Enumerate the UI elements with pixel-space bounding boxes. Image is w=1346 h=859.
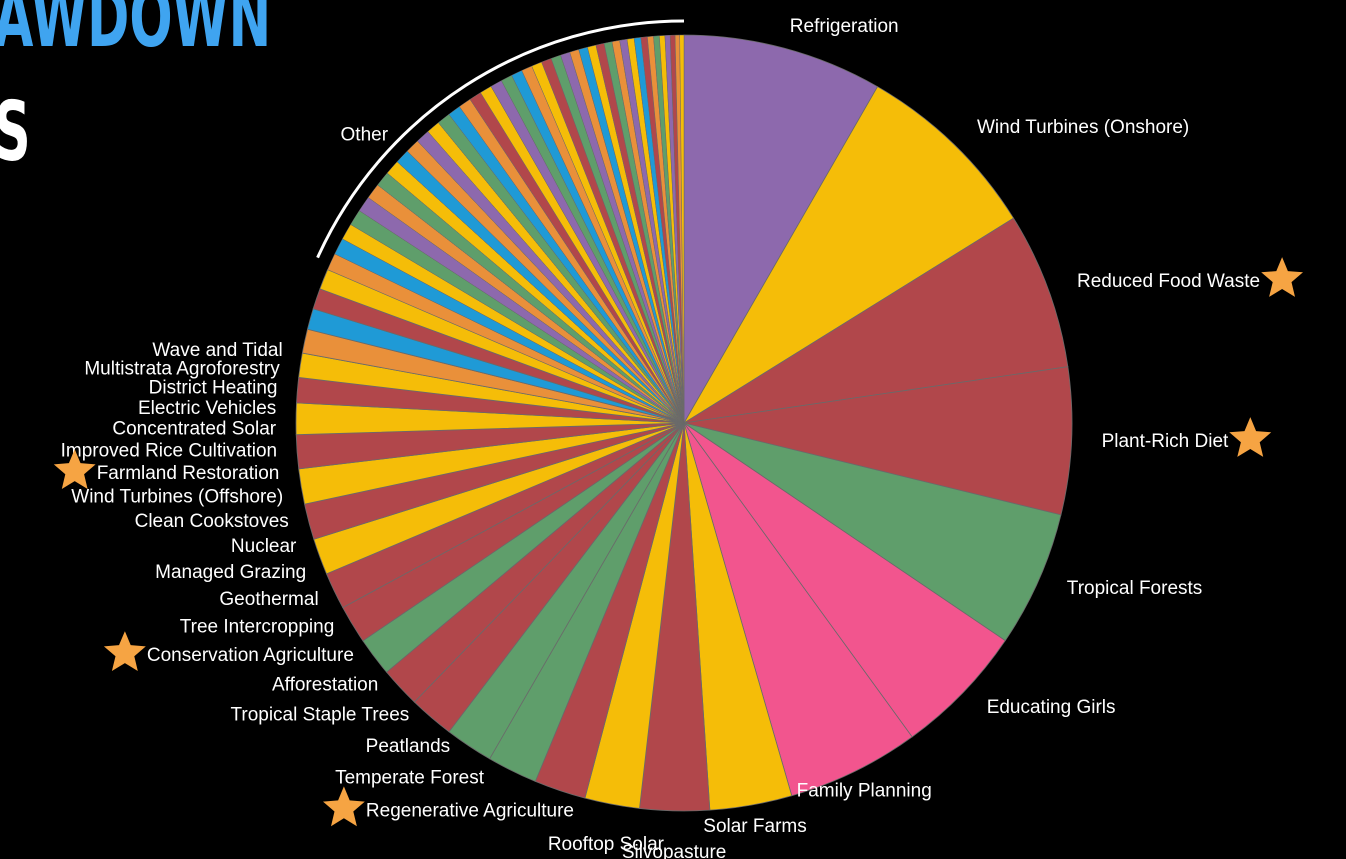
slice-label-wave-and-tidal: Wave and Tidal: [152, 340, 282, 361]
slice-label-improved-rice-cultivation: Improved Rice Cultivation: [61, 441, 277, 462]
star-icon-farmland-restoration: [53, 449, 96, 489]
slice-label-geothermal: Geothermal: [219, 589, 318, 610]
page-title-fragment-2: S: [0, 92, 31, 174]
slice-label-wind-turbines-onshore: Wind Turbines (Onshore): [977, 117, 1189, 138]
slice-label-regenerative-agriculture: Regenerative Agriculture: [366, 800, 574, 821]
pie-slice-educating-girls: [683, 422, 1006, 738]
slice-label-electric-vehicles: Electric Vehicles: [138, 398, 276, 419]
star-icon-plant-rich-diet: [1229, 417, 1272, 457]
slice-label-nuclear: Nuclear: [231, 536, 297, 557]
slice-label-conservation-agriculture: Conservation Agriculture: [147, 645, 354, 666]
slice-label-rooftop-solar: Rooftop Solar: [548, 834, 665, 855]
slice-label-plant-rich-diet: Plant-Rich Diet: [1102, 431, 1229, 452]
slice-label-managed-grazing: Managed Grazing: [155, 562, 306, 583]
slice-labels: Refrigeration Wind Turbines (Onshore) Redu…: [61, 16, 1260, 859]
other-sliver-42: [679, 34, 685, 424]
pie-slice-wind-turbines-onshore: [683, 86, 1015, 424]
star-icon-conservation-agriculture: [103, 631, 146, 671]
star-icon-reduced-food-waste: [1261, 257, 1303, 297]
slice-label-family-planning: Family Planning: [797, 780, 932, 801]
star-markers: [53, 257, 1303, 827]
slice-label-concentrated-solar: Concentrated Solar: [112, 419, 276, 440]
pie-slice-tropical-forests: [683, 422, 1062, 642]
slice-label-temperate-forest: Temperate Forest: [335, 768, 485, 789]
slice-label-farmland-restoration: Farmland Restoration: [97, 463, 280, 484]
slice-label-educating-girls: Educating Girls: [987, 697, 1116, 718]
slice-label-peatlands: Peatlands: [366, 736, 451, 757]
slice-label-clean-cookstoves: Clean Cookstoves: [135, 511, 289, 532]
slice-label-refrigeration: Refrigeration: [790, 16, 899, 37]
star-icon-regenerative-agriculture: [323, 786, 365, 827]
slice-label-wind-turbines-offshore: Wind Turbines (Offshore): [71, 487, 283, 508]
slice-label-silvopasture: Silvopasture: [622, 842, 727, 859]
slice-label-other: Other: [341, 124, 389, 145]
slice-label-afforestation: Afforestation: [272, 675, 378, 696]
slice-label-solar-farms: Solar Farms: [703, 816, 806, 837]
slice-label-district-heating: District Heating: [149, 378, 278, 399]
pie-slices: [295, 34, 1073, 812]
pie-slice-refrigeration: [683, 34, 879, 425]
slice-label-tree-intercropping: Tree Intercropping: [180, 617, 335, 638]
slice-label-tropical-forests: Tropical Forests: [1067, 578, 1203, 599]
other-bracket-arc: [316, 19, 685, 259]
slice-label-multistrata-agroforestry: Multistrata Agroforestry: [84, 358, 280, 379]
pie-slice-plant-rich-diet: [683, 366, 1073, 516]
page-title-fragment: AWDOWN: [0, 0, 272, 66]
slice-label-reduced-food-waste: Reduced Food Waste: [1077, 271, 1260, 292]
pie-slice-reduced-food-waste: [683, 217, 1069, 424]
pie-slice-family-planning: [683, 422, 913, 797]
other-slices: [327, 34, 685, 424]
slice-label-tropical-staple-trees: Tropical Staple Trees: [230, 705, 409, 726]
